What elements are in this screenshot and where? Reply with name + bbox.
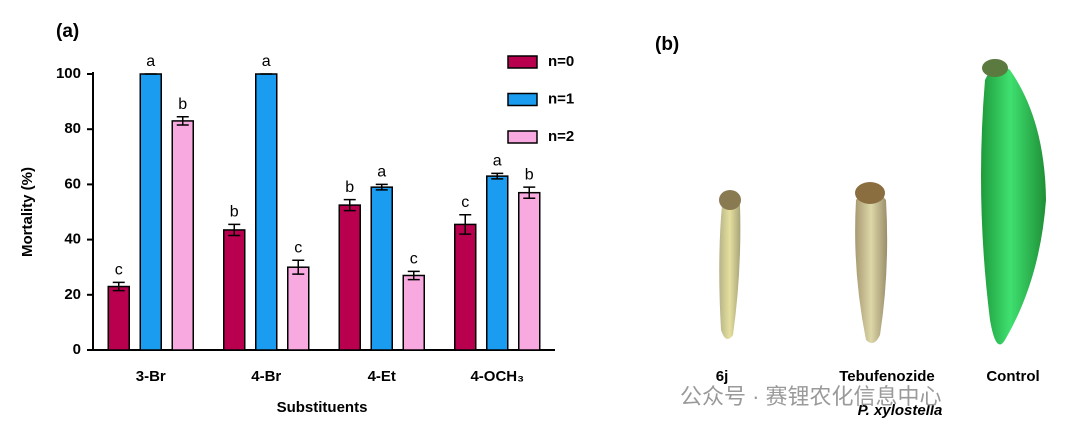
legend-swatch	[507, 92, 538, 107]
error-bar	[228, 223, 241, 237]
y-tick-label: 40	[64, 231, 81, 248]
significance-letter: a	[262, 53, 271, 70]
legend-swatch	[507, 55, 538, 69]
specimen-label: Tebufenozide	[839, 368, 935, 385]
watermark: 公众号 · 赛锂农化信息中心	[680, 384, 942, 409]
specimen-label: 6j	[716, 368, 729, 385]
larva-photo	[719, 59, 1046, 345]
bar	[486, 175, 509, 351]
significance-letter: c	[294, 240, 302, 257]
bar	[454, 223, 477, 351]
significance-letter: a	[377, 164, 386, 181]
y-tick-label: 20	[64, 286, 81, 303]
bar	[370, 186, 393, 351]
panel-label: (a)	[56, 21, 79, 42]
bar	[255, 73, 278, 351]
y-tick-label: 0	[73, 341, 81, 358]
y-axis-label: Mortality (%)	[19, 167, 36, 257]
caption: P. xylostella	[858, 402, 943, 419]
significance-letter: c	[410, 251, 418, 268]
legend-label: n=1	[548, 90, 574, 107]
x-tick-label: 4-Et	[368, 368, 396, 385]
error-bar	[523, 186, 536, 199]
legend-label: n=0	[548, 53, 574, 70]
bar	[107, 285, 130, 351]
significance-letter: b	[178, 96, 187, 113]
plot: 0 20 40 60 80 100 3-Br c a b 4-Br b a c 4-Et b a c 4-OCH₃ c…	[56, 53, 574, 385]
significance-letter: b	[345, 179, 354, 196]
error-bar	[407, 270, 420, 281]
significance-letter: a	[493, 153, 502, 170]
specimen-label: Control	[986, 368, 1039, 385]
error-bar	[375, 183, 388, 191]
error-bar	[292, 259, 305, 275]
error-bar	[112, 281, 125, 292]
bar	[171, 120, 194, 351]
legend-swatch	[507, 130, 538, 144]
x-tick-label: 3-Br	[136, 368, 166, 385]
y-tick-label: 60	[64, 175, 81, 192]
x-tick-label: 4-Br	[251, 368, 281, 385]
significance-letter: a	[146, 53, 155, 70]
panel-label: (b)	[655, 34, 679, 55]
bar	[338, 204, 361, 351]
error-bar	[459, 214, 472, 235]
x-tick-label: 4-OCH₃	[470, 368, 524, 385]
bar	[518, 191, 541, 351]
significance-letter: c	[115, 262, 123, 279]
bar	[287, 266, 310, 351]
x-axis-label: Substituents	[277, 399, 368, 416]
significance-letter: b	[230, 204, 239, 221]
legend-label: n=2	[548, 128, 574, 145]
bar	[139, 73, 162, 351]
bar	[402, 274, 425, 351]
y-tick-label: 80	[64, 120, 81, 137]
significance-letter: c	[461, 194, 469, 211]
bar	[223, 229, 246, 351]
y-tick-label: 100	[56, 65, 81, 82]
error-bar	[343, 198, 356, 212]
error-bar	[491, 172, 504, 180]
error-bar	[176, 116, 189, 126]
significance-letter: b	[525, 166, 534, 183]
